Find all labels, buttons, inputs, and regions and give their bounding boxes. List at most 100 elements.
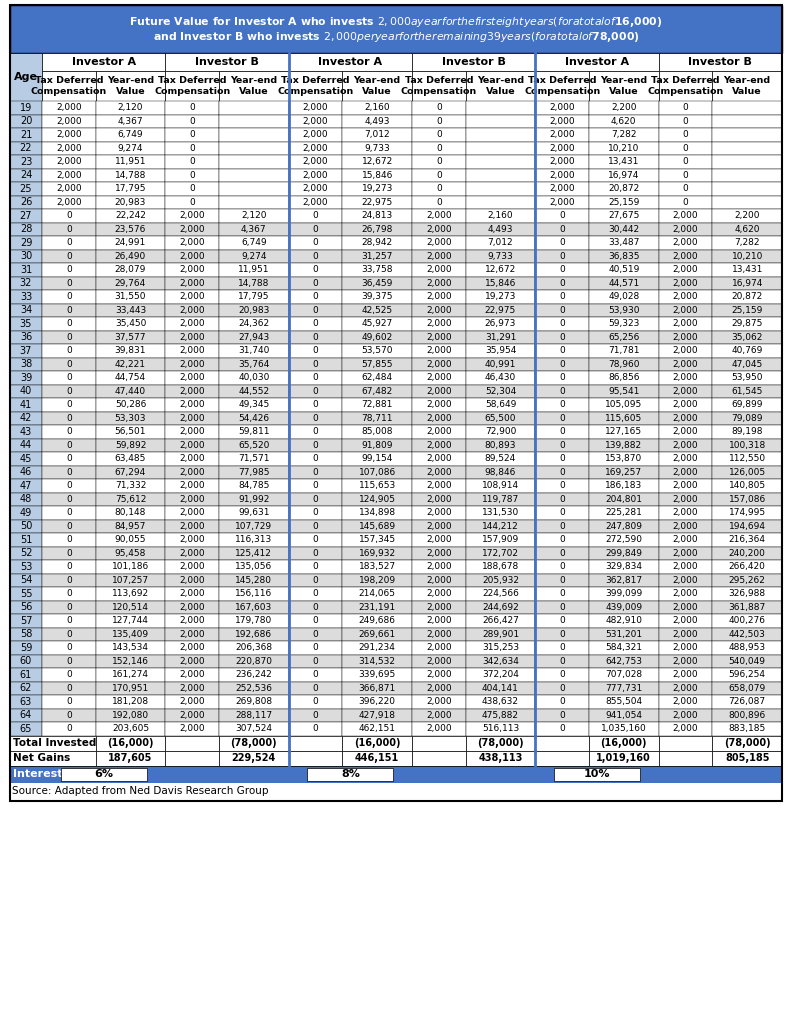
Bar [342,344,412,357]
Text: 800,896: 800,896 [729,711,766,720]
Bar [42,182,96,196]
Bar [342,236,412,250]
Bar [412,479,466,493]
Bar [466,641,535,654]
Bar [10,722,42,735]
Text: 220,870: 220,870 [235,656,272,666]
Text: 446,151: 446,151 [355,753,399,763]
Text: 135,056: 135,056 [235,562,272,571]
Text: 2,000: 2,000 [426,252,451,261]
Bar [466,560,535,573]
Text: 22: 22 [20,143,32,154]
Text: 9,274: 9,274 [118,143,143,153]
Bar [288,412,342,425]
Bar [659,682,712,695]
Text: 658,079: 658,079 [729,684,766,693]
Text: 2,000: 2,000 [426,697,451,707]
Bar [42,384,96,398]
Bar [10,493,42,506]
Bar [342,128,412,141]
Text: 31,740: 31,740 [238,346,269,355]
Text: 0: 0 [313,346,318,355]
Bar [589,398,659,412]
Text: 89,198: 89,198 [731,427,763,436]
Bar [342,479,412,493]
Text: 0: 0 [66,427,72,436]
Bar [10,303,42,317]
Bar [342,641,412,654]
Bar [10,128,42,141]
Text: 2,000: 2,000 [179,616,205,626]
Bar [42,466,96,479]
Bar [288,384,342,398]
Bar [219,331,288,344]
Text: 2,000: 2,000 [550,103,575,113]
Bar [342,493,412,506]
Text: 46,430: 46,430 [485,374,516,382]
Bar [466,303,535,317]
Text: 2,000: 2,000 [426,575,451,585]
Bar [342,169,412,182]
Bar [659,317,712,331]
Text: 4,620: 4,620 [611,117,637,126]
Text: 266,427: 266,427 [482,616,519,626]
Bar [219,276,288,290]
Text: 49,028: 49,028 [608,292,639,301]
Bar [166,614,219,628]
Text: 0: 0 [313,374,318,382]
Bar [307,768,394,780]
Bar [96,101,166,115]
Bar [412,722,466,735]
Text: 400,276: 400,276 [729,616,766,626]
Bar [96,493,166,506]
Text: 2,000: 2,000 [56,171,82,180]
Text: 95,458: 95,458 [115,549,147,558]
Text: 0: 0 [66,656,72,666]
Bar [342,722,412,735]
Text: 0: 0 [313,616,318,626]
Bar [466,425,535,438]
Bar [219,196,288,209]
Text: 8%: 8% [341,769,360,779]
Text: 0: 0 [559,211,565,220]
Bar [219,668,288,682]
Bar [659,519,712,534]
Text: 161,274: 161,274 [112,671,149,679]
Bar [412,317,466,331]
Text: 2,000: 2,000 [426,306,451,314]
Bar [589,196,659,209]
Bar [96,236,166,250]
Bar [10,398,42,412]
Text: 2,000: 2,000 [179,400,205,410]
Text: Investor B: Investor B [688,57,752,67]
Text: 2,200: 2,200 [611,103,637,113]
Bar [219,573,288,587]
Text: 438,632: 438,632 [482,697,519,707]
Text: 84,785: 84,785 [238,481,269,490]
Bar [466,398,535,412]
Bar [10,682,42,695]
Text: 39,375: 39,375 [361,292,393,301]
Text: 2,000: 2,000 [672,252,699,261]
Bar [712,398,782,412]
Text: 2,000: 2,000 [426,522,451,530]
Text: 42,221: 42,221 [115,359,146,369]
Text: 0: 0 [559,522,565,530]
Bar [712,317,782,331]
Bar [712,641,782,654]
Text: 11,951: 11,951 [238,265,269,274]
Text: 289,901: 289,901 [482,630,519,639]
Bar [10,155,42,169]
Bar [166,452,219,466]
Text: 112,550: 112,550 [729,455,766,463]
Bar [712,331,782,344]
Text: 157,345: 157,345 [359,536,396,544]
Text: 0: 0 [313,224,318,233]
Bar [589,344,659,357]
Bar [535,438,589,452]
Bar [42,573,96,587]
Bar [535,276,589,290]
Text: 0: 0 [559,333,565,342]
Text: 140,805: 140,805 [729,481,766,490]
Text: 125,412: 125,412 [235,549,272,558]
